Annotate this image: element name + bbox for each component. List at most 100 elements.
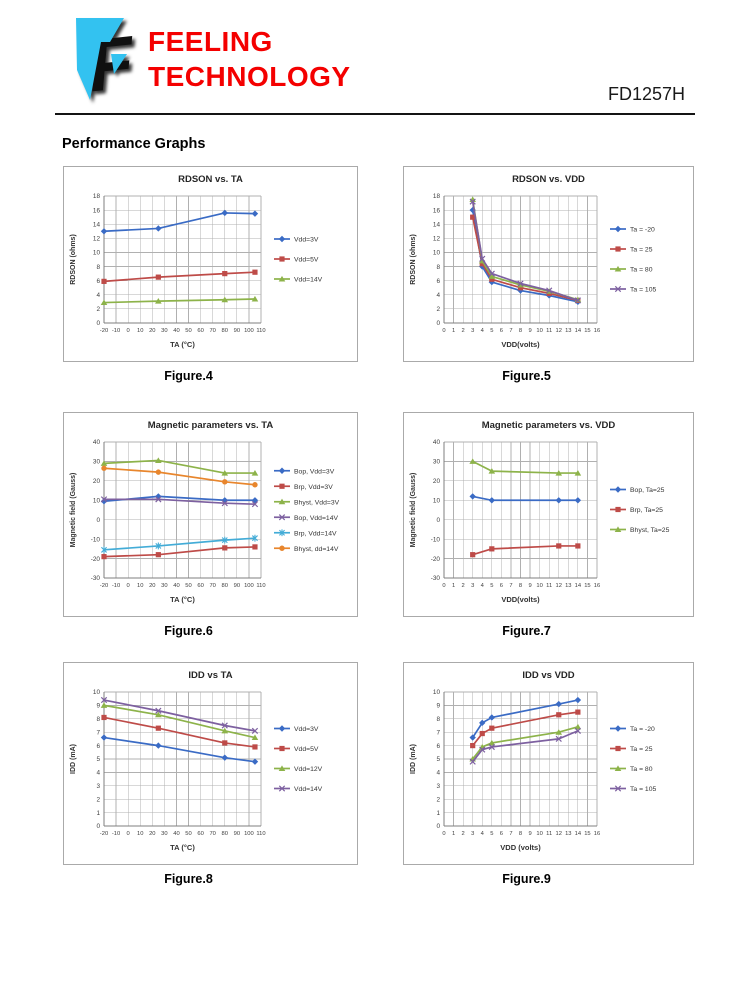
square-marker — [489, 276, 495, 282]
x-axis-title: VDD(volts) — [501, 340, 540, 349]
x-marker — [574, 297, 581, 304]
svg-text:20: 20 — [149, 831, 155, 837]
svg-text:40: 40 — [433, 439, 441, 446]
circle-marker — [252, 482, 258, 488]
square-marker — [155, 725, 161, 731]
legend-label: Ta = 25 — [630, 247, 653, 254]
triangle-marker — [574, 723, 582, 730]
svg-text:-20: -20 — [100, 328, 108, 334]
square-marker — [252, 744, 258, 750]
svg-text:-10: -10 — [431, 536, 441, 543]
legend-label: Ta = 25 — [630, 746, 653, 753]
svg-text:2: 2 — [96, 306, 100, 313]
svg-text:16: 16 — [594, 583, 600, 589]
svg-text:110: 110 — [256, 328, 265, 334]
triangle-marker — [574, 469, 582, 476]
svg-text:5: 5 — [490, 831, 493, 837]
triangle-marker — [100, 460, 108, 466]
square-marker — [222, 271, 228, 277]
series-Vdd=3V — [100, 209, 259, 235]
svg-text:2: 2 — [436, 306, 440, 313]
svg-text:7: 7 — [436, 729, 440, 736]
circle-marker — [101, 465, 107, 471]
triangle-marker — [221, 469, 229, 476]
svg-text:6: 6 — [500, 583, 503, 589]
svg-text:50: 50 — [185, 583, 191, 589]
svg-text:0: 0 — [436, 517, 440, 524]
svg-text:30: 30 — [433, 459, 441, 466]
diamond-marker — [574, 497, 582, 504]
triangle-marker — [251, 469, 259, 476]
svg-text:-10: -10 — [112, 583, 120, 589]
square-marker — [222, 545, 228, 551]
svg-text:20: 20 — [149, 583, 155, 589]
svg-text:-30: -30 — [91, 575, 101, 582]
svg-text:10: 10 — [433, 497, 441, 504]
square-marker — [155, 552, 161, 558]
svg-text:13: 13 — [565, 831, 571, 837]
svg-text:12: 12 — [556, 328, 562, 334]
svg-text:3: 3 — [436, 783, 440, 790]
svg-text:12: 12 — [556, 831, 562, 837]
square-marker — [517, 285, 524, 291]
diamond-marker — [251, 210, 259, 217]
legend-label: Bop, Vdd=14V — [294, 515, 338, 522]
axes — [103, 196, 261, 324]
x-marker — [479, 255, 486, 262]
svg-text:8: 8 — [519, 328, 522, 334]
x-marker — [100, 696, 108, 704]
svg-text:10: 10 — [433, 250, 441, 257]
svg-text:11: 11 — [546, 831, 552, 837]
svg-text:5: 5 — [436, 756, 440, 763]
svg-text:-30: -30 — [431, 575, 441, 582]
square-marker — [470, 743, 476, 749]
svg-text:90: 90 — [234, 831, 240, 837]
y-axis-title: RDSON (ohms) — [70, 234, 77, 285]
square-marker — [252, 269, 258, 275]
svg-text:8: 8 — [96, 716, 100, 723]
svg-text:11: 11 — [546, 328, 552, 334]
svg-text:-20: -20 — [91, 556, 101, 563]
svg-text:100: 100 — [244, 328, 254, 334]
square-marker — [489, 725, 495, 731]
svg-text:3: 3 — [471, 831, 474, 837]
svg-text:0: 0 — [442, 328, 445, 334]
x-marker — [278, 514, 286, 521]
diamond-marker — [614, 225, 622, 233]
x-marker — [469, 198, 476, 205]
chart-title: IDD vs TA — [188, 670, 233, 681]
series-Vdd=3V — [100, 734, 259, 765]
axes — [103, 692, 261, 827]
square-marker — [615, 246, 621, 252]
x-axis-title: VDD(volts) — [501, 595, 540, 604]
svg-text:8: 8 — [96, 264, 100, 271]
figure-caption: Figure.7 — [502, 624, 551, 638]
legend-label: Vdd=5V — [294, 257, 319, 264]
svg-text:12: 12 — [93, 236, 101, 243]
header-divider — [55, 113, 695, 115]
diamond-marker — [251, 758, 259, 765]
series-Vdd=5V — [101, 269, 258, 284]
triangle-marker — [221, 296, 229, 303]
svg-text:3: 3 — [471, 583, 474, 589]
svg-text:0: 0 — [436, 823, 440, 830]
square-marker — [615, 506, 621, 513]
series-Bhyst, Ta=25 — [469, 458, 582, 476]
legend-label: Vdd=12V — [294, 766, 323, 773]
svg-text:50: 50 — [185, 328, 191, 334]
diamond-marker — [221, 754, 228, 761]
svg-text:14: 14 — [433, 221, 441, 228]
svg-text:10: 10 — [93, 689, 101, 696]
svg-text:70: 70 — [209, 831, 215, 837]
svg-text:14: 14 — [575, 831, 582, 837]
svg-text:-20: -20 — [100, 583, 108, 589]
svg-text:8: 8 — [519, 831, 522, 837]
x-marker — [251, 727, 259, 734]
svg-text:2: 2 — [462, 831, 465, 837]
svg-text:14: 14 — [93, 221, 101, 228]
svg-text:90: 90 — [234, 328, 240, 334]
triangle-marker — [555, 729, 563, 735]
svg-text:30: 30 — [93, 459, 101, 466]
